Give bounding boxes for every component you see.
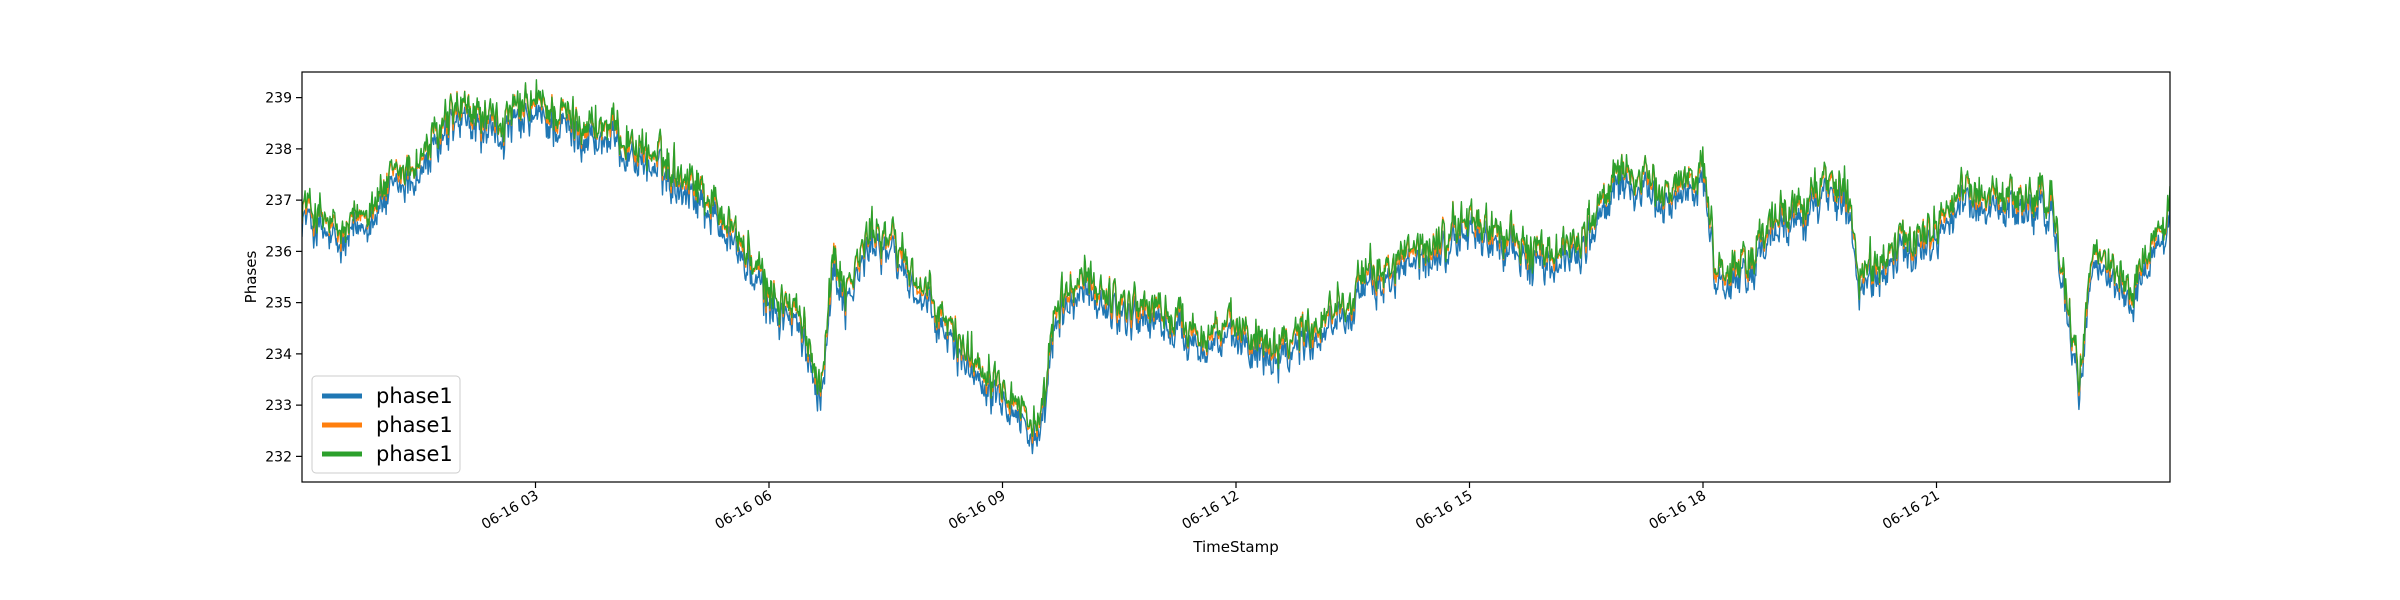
x-tick-label: 06-16 21 [1880, 488, 1943, 533]
x-axis: 06-16 03 06-16 06 06-16 09 06-16 12 06-16 15… [479, 482, 1943, 533]
x-tick-label: 06-16 15 [1413, 488, 1476, 533]
y-axis: 232 233 234 235 236 237 238 239 [265, 91, 302, 465]
y-tick-label: 232 [265, 449, 292, 465]
y-tick-label: 234 [265, 347, 292, 363]
x-tick-label: 06-16 12 [1179, 488, 1242, 533]
series-line-3 [302, 79, 2170, 437]
y-tick-label: 233 [265, 398, 292, 414]
y-tick-label: 235 [265, 296, 292, 312]
series-line-1 [302, 98, 2170, 455]
x-tick-label: 06-16 18 [1646, 488, 1709, 533]
legend-label: phase1 [376, 442, 453, 466]
y-tick-label: 236 [265, 244, 292, 260]
x-axis-title: TimeStamp [1192, 538, 1278, 556]
legend-label: phase1 [376, 384, 453, 408]
y-tick-label: 239 [265, 91, 292, 107]
legend: phase1 phase1 phase1 [311, 375, 461, 474]
x-tick-label: 06-16 09 [946, 488, 1009, 533]
legend-box [311, 375, 461, 474]
legend-label: phase1 [376, 413, 453, 437]
y-tick-label: 238 [265, 142, 292, 158]
x-tick-label: 06-16 03 [479, 488, 542, 533]
y-axis-title: Phases [242, 251, 260, 304]
y-tick-label: 237 [265, 193, 292, 209]
series-layer [302, 79, 2170, 455]
x-tick-label: 06-16 06 [712, 488, 775, 533]
